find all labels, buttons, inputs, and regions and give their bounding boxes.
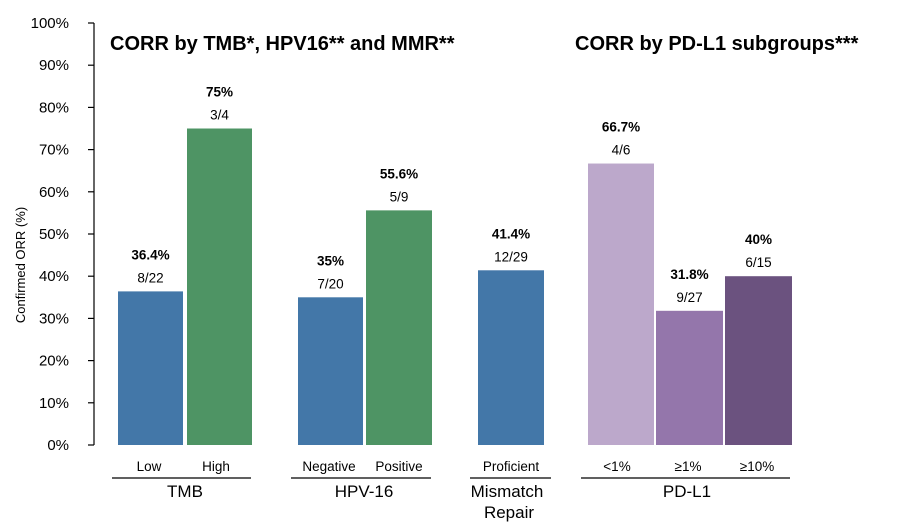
category-label: Proficient (483, 459, 540, 474)
y-tick-label: 60% (39, 184, 69, 201)
bar-value-label: 41.4% (492, 226, 530, 241)
bar-value-label: 66.7% (602, 120, 640, 135)
bar (656, 310, 723, 445)
y-tick-label: 30% (39, 310, 69, 327)
bar-value-label: 31.8% (670, 267, 708, 282)
y-tick-label: 90% (39, 57, 69, 74)
chart-title-left: CORR by TMB*, HPV16** and MMR** (110, 33, 455, 55)
bar (478, 270, 544, 445)
bar-count-label: 9/27 (676, 290, 702, 305)
bar-count-label: 3/4 (210, 108, 229, 123)
bar-count-label: 8/22 (137, 270, 163, 285)
bar (588, 163, 654, 445)
bar-count-label: 7/20 (317, 276, 343, 291)
bar-value-label: 55.6% (380, 166, 418, 181)
category-label: ≥1% (675, 459, 702, 474)
category-label: <1% (603, 459, 630, 474)
chart-title-right: CORR by PD-L1 subgroups*** (575, 33, 859, 55)
bar-count-label: 5/9 (390, 189, 409, 204)
group-label: Repair (484, 503, 534, 522)
y-tick-label: 10% (39, 395, 69, 412)
bar-value-label: 36.4% (131, 247, 169, 262)
x-axis: Low High TMB Negative Positive HPV-16 Proficie… (112, 459, 790, 522)
bar-value-label: 40% (745, 232, 772, 247)
bar (298, 297, 363, 445)
y-tick-label: 70% (39, 142, 69, 159)
group-label: HPV-16 (335, 482, 394, 501)
y-tick-label: 50% (39, 226, 69, 243)
group-label: TMB (167, 482, 203, 501)
category-label: Low (137, 459, 162, 474)
y-tick-label: 0% (47, 437, 69, 454)
y-tick-label: 40% (39, 268, 69, 285)
bar (187, 128, 252, 445)
group-label: Mismatch (471, 482, 544, 501)
bar-value-label: 75% (206, 85, 233, 100)
category-label: ≥10% (740, 459, 774, 474)
category-label: Positive (375, 459, 422, 474)
y-axis-label: Confirmed ORR (%) (13, 207, 28, 323)
bar (725, 276, 792, 445)
group-label: PD-L1 (663, 482, 711, 501)
bar-count-label: 6/15 (745, 255, 771, 270)
category-label: High (202, 459, 230, 474)
bar-count-label: 4/6 (612, 143, 631, 158)
bar-count-label: 12/29 (494, 249, 528, 264)
y-tick-label: 100% (31, 15, 69, 32)
y-tick-label: 80% (39, 99, 69, 116)
category-label: Negative (302, 459, 355, 474)
y-axis: 0% 10% 20% 30% 40% 50% 60% 70% 80% 90% 100% (31, 15, 95, 454)
bars: 36.4% 8/22 75% 3/4 35% 7/20 55.6% 5/9 41.4% 12/29… (118, 85, 792, 445)
y-tick-label: 20% (39, 353, 69, 370)
bar (366, 210, 432, 445)
bar (118, 291, 183, 445)
bar-value-label: 35% (317, 253, 344, 268)
